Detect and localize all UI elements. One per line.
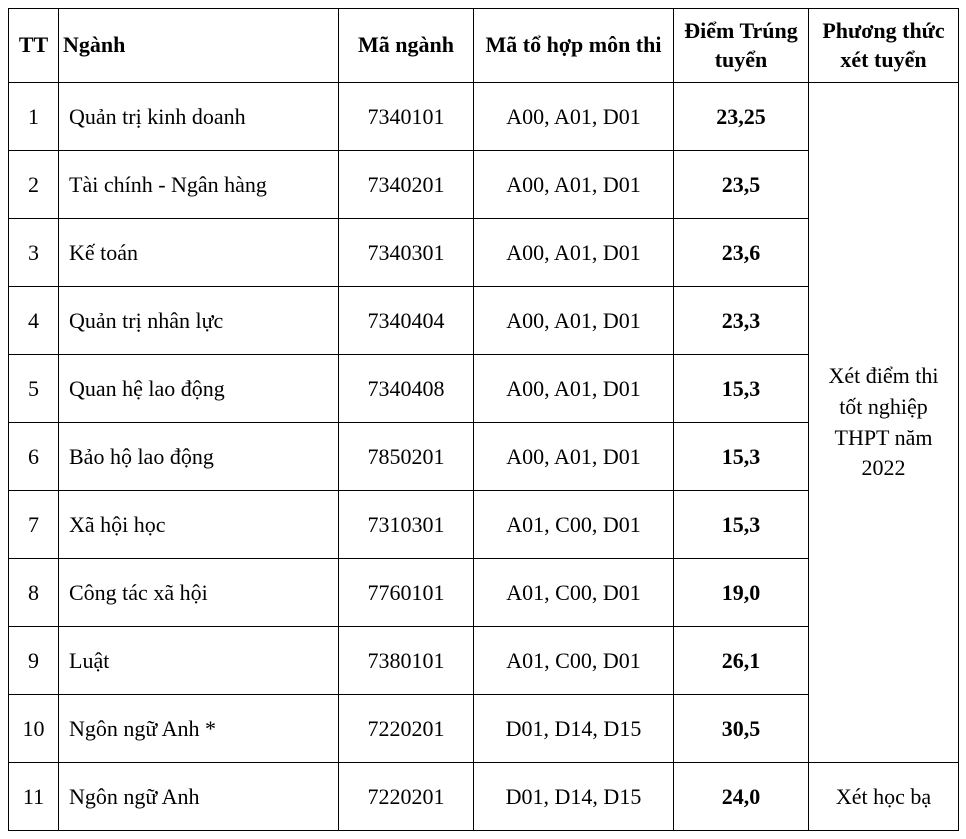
cell-tohop: A01, C00, D01 bbox=[474, 491, 674, 559]
cell-tt: 5 bbox=[9, 355, 59, 423]
admission-table: TT Ngành Mã ngành Mã tổ hợp môn thi Điểm… bbox=[8, 8, 959, 831]
cell-tohop: A00, A01, D01 bbox=[474, 151, 674, 219]
cell-tohop: A00, A01, D01 bbox=[474, 287, 674, 355]
cell-ma: 7310301 bbox=[339, 491, 474, 559]
cell-tohop: A00, A01, D01 bbox=[474, 423, 674, 491]
cell-ma: 7220201 bbox=[339, 763, 474, 831]
cell-nganh: Xã hội học bbox=[59, 491, 339, 559]
cell-nganh: Tài chính - Ngân hàng bbox=[59, 151, 339, 219]
table-header-row: TT Ngành Mã ngành Mã tổ hợp môn thi Điểm… bbox=[9, 9, 959, 83]
cell-ma: 7760101 bbox=[339, 559, 474, 627]
cell-diem: 26,1 bbox=[674, 627, 809, 695]
cell-diem: 23,3 bbox=[674, 287, 809, 355]
table-row: 1 Quản trị kinh doanh 7340101 A00, A01, … bbox=[9, 83, 959, 151]
header-diem: Điểm Trúng tuyển bbox=[674, 9, 809, 83]
cell-tt: 6 bbox=[9, 423, 59, 491]
cell-nganh: Quản trị nhân lực bbox=[59, 287, 339, 355]
table-row: 11 Ngôn ngữ Anh 7220201 D01, D14, D15 24… bbox=[9, 763, 959, 831]
cell-nganh: Ngôn ngữ Anh * bbox=[59, 695, 339, 763]
cell-method: Xét học bạ bbox=[809, 763, 959, 831]
cell-diem: 15,3 bbox=[674, 423, 809, 491]
cell-tt: 9 bbox=[9, 627, 59, 695]
cell-ma: 7340408 bbox=[339, 355, 474, 423]
cell-ma: 7220201 bbox=[339, 695, 474, 763]
cell-nganh: Quan hệ lao động bbox=[59, 355, 339, 423]
cell-tt: 1 bbox=[9, 83, 59, 151]
cell-diem: 24,0 bbox=[674, 763, 809, 831]
cell-diem: 15,3 bbox=[674, 491, 809, 559]
header-nganh: Ngành bbox=[59, 9, 339, 83]
cell-nganh: Kế toán bbox=[59, 219, 339, 287]
cell-tt: 3 bbox=[9, 219, 59, 287]
cell-ma: 7340301 bbox=[339, 219, 474, 287]
cell-tohop: A00, A01, D01 bbox=[474, 219, 674, 287]
cell-ma: 7340101 bbox=[339, 83, 474, 151]
cell-diem: 23,25 bbox=[674, 83, 809, 151]
header-ma: Mã ngành bbox=[339, 9, 474, 83]
cell-nganh: Công tác xã hội bbox=[59, 559, 339, 627]
cell-diem: 23,6 bbox=[674, 219, 809, 287]
cell-tohop: D01, D14, D15 bbox=[474, 763, 674, 831]
cell-nganh: Luật bbox=[59, 627, 339, 695]
cell-tt: 7 bbox=[9, 491, 59, 559]
cell-ma: 7380101 bbox=[339, 627, 474, 695]
cell-nganh: Ngôn ngữ Anh bbox=[59, 763, 339, 831]
header-tt: TT bbox=[9, 9, 59, 83]
cell-tohop: A01, C00, D01 bbox=[474, 627, 674, 695]
cell-tt: 8 bbox=[9, 559, 59, 627]
cell-tt: 4 bbox=[9, 287, 59, 355]
cell-nganh: Bảo hộ lao động bbox=[59, 423, 339, 491]
cell-nganh: Quản trị kinh doanh bbox=[59, 83, 339, 151]
header-pt: Phương thức xét tuyển bbox=[809, 9, 959, 83]
cell-diem: 23,5 bbox=[674, 151, 809, 219]
cell-tohop: A00, A01, D01 bbox=[474, 83, 674, 151]
cell-ma: 7340404 bbox=[339, 287, 474, 355]
cell-tohop: A00, A01, D01 bbox=[474, 355, 674, 423]
cell-tohop: A01, C00, D01 bbox=[474, 559, 674, 627]
cell-tt: 10 bbox=[9, 695, 59, 763]
header-tohop: Mã tổ hợp môn thi bbox=[474, 9, 674, 83]
cell-ma: 7340201 bbox=[339, 151, 474, 219]
cell-diem: 19,0 bbox=[674, 559, 809, 627]
cell-ma: 7850201 bbox=[339, 423, 474, 491]
cell-tt: 11 bbox=[9, 763, 59, 831]
cell-diem: 15,3 bbox=[674, 355, 809, 423]
cell-tohop: D01, D14, D15 bbox=[474, 695, 674, 763]
cell-method-merged: Xét điểm thi tốt nghiệp THPT năm 2022 bbox=[809, 83, 959, 763]
cell-tt: 2 bbox=[9, 151, 59, 219]
cell-diem: 30,5 bbox=[674, 695, 809, 763]
